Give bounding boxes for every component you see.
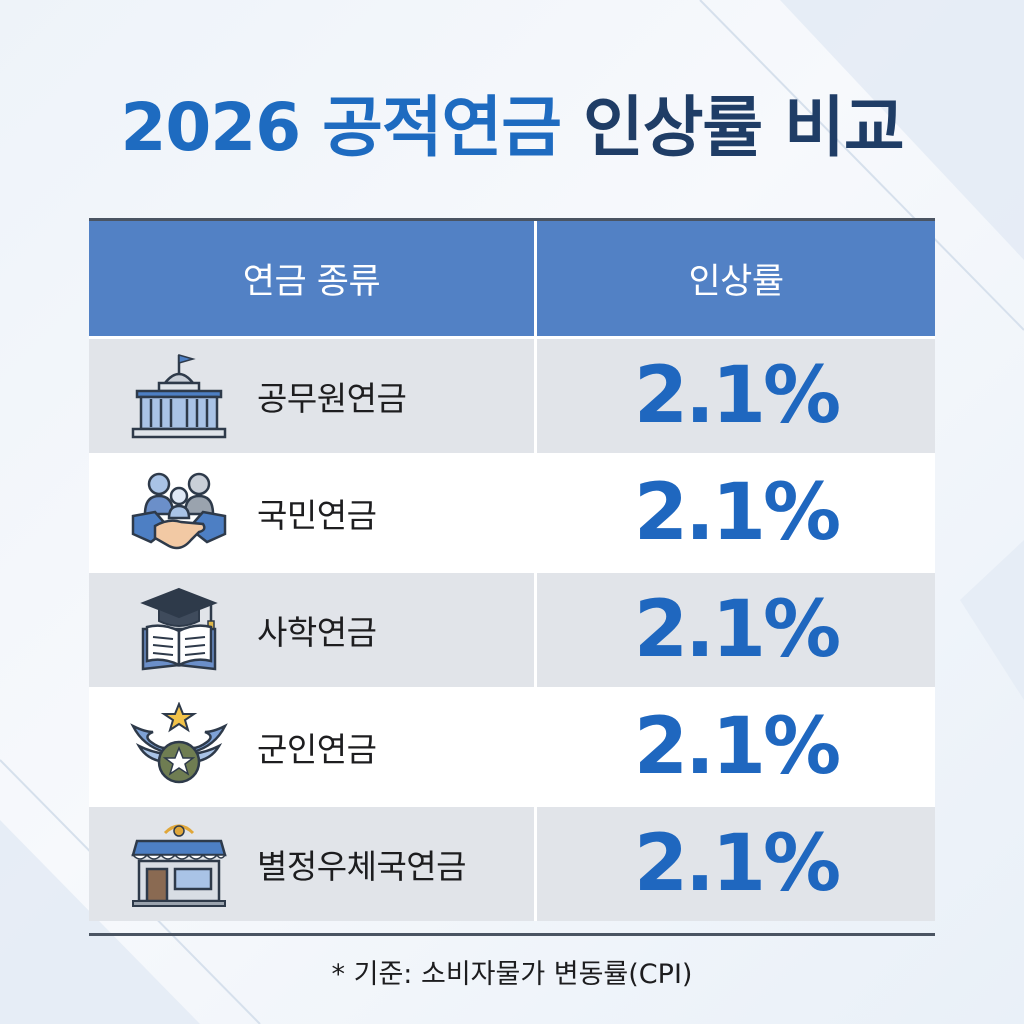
pension-name: 공무원연금: [257, 379, 407, 418]
graduation-book-icon: [119, 580, 239, 680]
page-title: 2026 공적연금 인상률 비교: [0, 86, 1024, 170]
table-row: 국민연금 2.1%: [89, 453, 935, 570]
page-title-highlight: 2026 공적연금: [120, 89, 562, 166]
table-row: 별정우체국연금 2.1%: [89, 804, 935, 921]
pension-rate: 2.1%: [633, 351, 841, 441]
pension-rate-table: 연금 종류 인상률: [89, 218, 935, 936]
table-row: 공무원연금 2.1%: [89, 336, 935, 453]
pension-rate: 2.1%: [633, 702, 841, 792]
pension-name: 사학연금: [257, 613, 377, 652]
government-building-icon: [119, 346, 239, 446]
table-row: 군인연금 2.1%: [89, 687, 935, 804]
pension-rate: 2.1%: [633, 468, 841, 558]
military-wings-star-icon: [119, 697, 239, 797]
pension-name: 군인연금: [257, 730, 377, 769]
header-pension-type: 연금 종류: [89, 221, 537, 336]
pension-rate: 2.1%: [633, 585, 841, 675]
footnote: * 기준: 소비자물가 변동률(CPI): [331, 959, 693, 990]
pension-name: 별정우체국연금: [257, 847, 467, 886]
page-title-rest: 인상률 비교: [582, 89, 905, 166]
header-rate: 인상률: [688, 262, 784, 302]
pension-name: 국민연금: [257, 496, 377, 535]
pension-rate: 2.1%: [633, 819, 841, 909]
table-row: 사학연금 2.1%: [89, 570, 935, 687]
family-handshake-icon: [119, 463, 239, 563]
table-header: 연금 종류 인상률: [89, 221, 935, 336]
post-office-icon: [119, 814, 239, 914]
